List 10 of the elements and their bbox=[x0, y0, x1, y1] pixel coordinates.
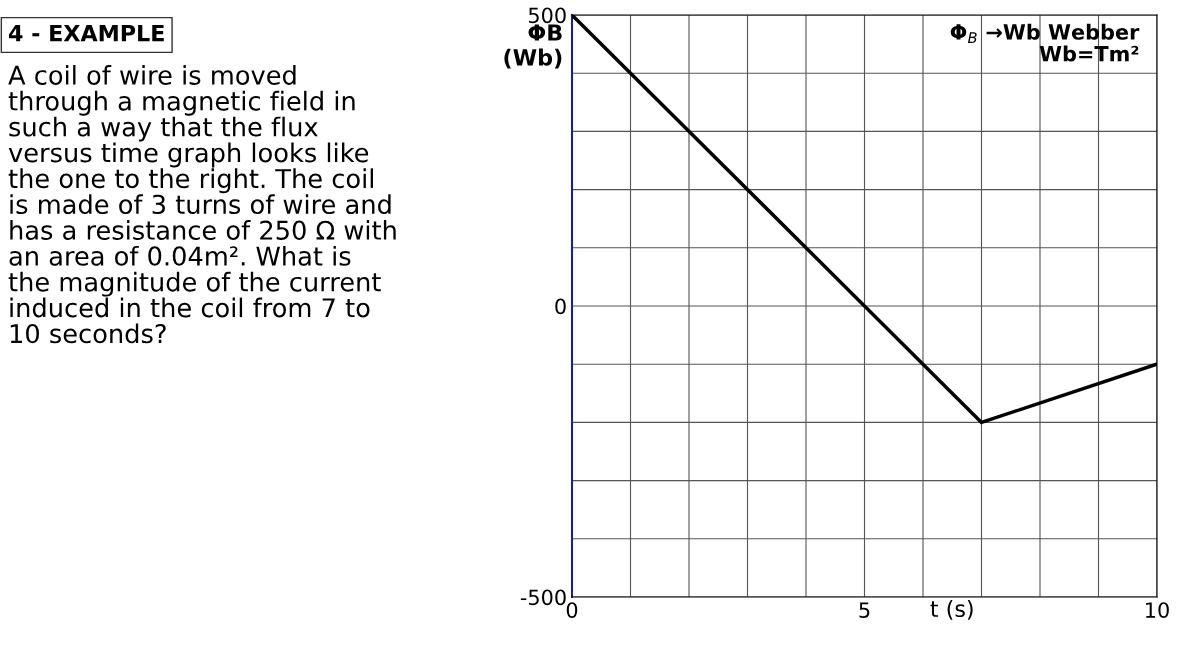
y-axis-title: ΦB (Wb) bbox=[504, 24, 562, 69]
x-tick-label: 5 bbox=[859, 602, 870, 618]
x-tick-label: 0 bbox=[566, 602, 578, 618]
x-axis-title: t (s) bbox=[930, 599, 973, 620]
y-tick-label: 0 bbox=[555, 298, 566, 315]
text: A coil of wire is moved through a magnetic field in such a way that the flux versus time graph looks like the one to the right. The coil is made of 3 turns of wire and has a resistance of 250 Ω with an area of 0.04m². What is the magnitude of the current induced in the coil from 7 to 10 seconds? bbox=[8, 65, 396, 344]
x-tick-label: 10 bbox=[1146, 602, 1169, 618]
y-tick-label: 500 bbox=[528, 7, 566, 24]
y-tick-label: -500 bbox=[520, 589, 566, 606]
text: 4 - EXAMPLE bbox=[9, 24, 164, 42]
